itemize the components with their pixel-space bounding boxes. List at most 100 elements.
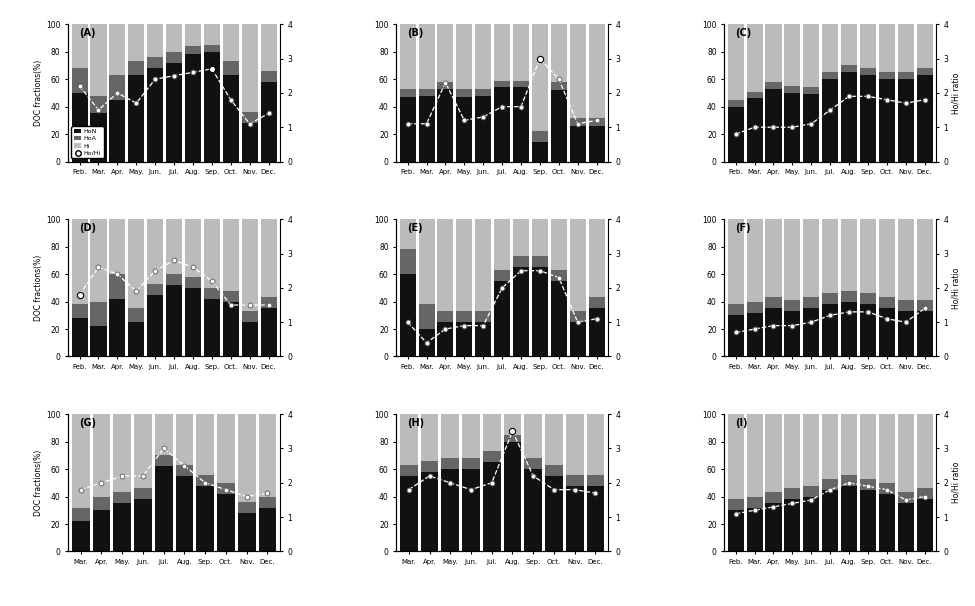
Bar [113,493,131,504]
Bar [803,496,819,551]
Bar [258,414,276,496]
Bar [504,442,522,551]
Bar [462,414,480,458]
Bar [91,24,106,96]
Bar [841,291,857,302]
Bar [803,24,819,87]
Bar [566,474,584,485]
Bar [155,414,173,455]
Y-axis label: DOC fractions(%): DOC fractions(%) [34,255,43,321]
Bar [822,72,838,79]
Bar [860,68,876,75]
Bar [166,24,182,52]
Bar [898,72,914,79]
Bar [822,490,838,551]
Bar [196,485,214,551]
Bar [456,311,472,322]
Bar [727,414,744,499]
Text: (C): (C) [735,28,751,38]
Bar [532,256,548,267]
Bar [176,465,193,476]
Bar [532,142,548,162]
Bar [784,311,800,356]
Bar [916,75,933,162]
Bar [71,68,88,93]
Bar [456,88,472,97]
Bar [878,79,895,162]
Bar [113,504,131,551]
Bar [129,308,144,322]
Bar [587,414,604,474]
Bar [841,414,857,474]
Bar [400,97,415,162]
Bar [483,462,500,551]
Bar [841,485,857,551]
Bar [260,24,277,71]
Bar [93,496,110,510]
Bar [803,219,819,298]
Bar [803,414,819,485]
Bar [260,308,277,356]
Bar [438,219,453,311]
Bar [860,304,876,356]
Bar [765,414,782,493]
Bar [841,24,857,65]
Bar [587,474,604,485]
Bar [916,311,933,356]
Bar [551,24,566,82]
Bar [185,46,201,55]
Bar [551,281,566,356]
Bar [727,315,744,356]
Bar [587,485,604,551]
Bar [822,79,838,162]
Bar [532,267,548,356]
Bar [566,485,584,551]
Text: (F): (F) [735,224,751,233]
Bar [462,458,480,469]
Bar [135,488,152,499]
Bar [841,65,857,72]
Bar [803,298,819,308]
Bar [860,75,876,162]
Bar [129,61,144,75]
Bar [129,75,144,162]
Bar [71,318,88,356]
Bar [400,88,415,97]
Bar [727,499,744,510]
Bar [238,414,255,502]
Bar [569,126,586,162]
Bar [765,308,782,356]
Y-axis label: Ho/Hi ratio: Ho/Hi ratio [952,72,960,113]
Bar [258,496,276,508]
Bar [147,24,163,57]
Bar [258,508,276,551]
Bar [438,82,453,88]
Bar [860,24,876,68]
Bar [589,219,604,298]
Bar [569,118,586,126]
Bar [238,502,255,513]
Bar [569,219,586,311]
Bar [475,88,491,96]
Bar [260,298,277,308]
Bar [147,284,163,295]
Bar [242,24,257,112]
Bar [513,87,529,162]
Bar [916,300,933,311]
Bar [822,479,838,490]
Bar [551,90,566,162]
Bar [166,274,182,285]
Bar [217,414,235,483]
Bar [400,274,415,356]
Bar [898,414,914,493]
Text: (G): (G) [79,418,96,428]
Bar [747,219,762,302]
Bar [747,414,762,496]
Bar [442,469,459,551]
Bar [803,95,819,162]
Bar [475,219,491,311]
Bar [260,82,277,162]
Bar [418,88,435,96]
Bar [222,24,239,61]
Bar [822,304,838,356]
